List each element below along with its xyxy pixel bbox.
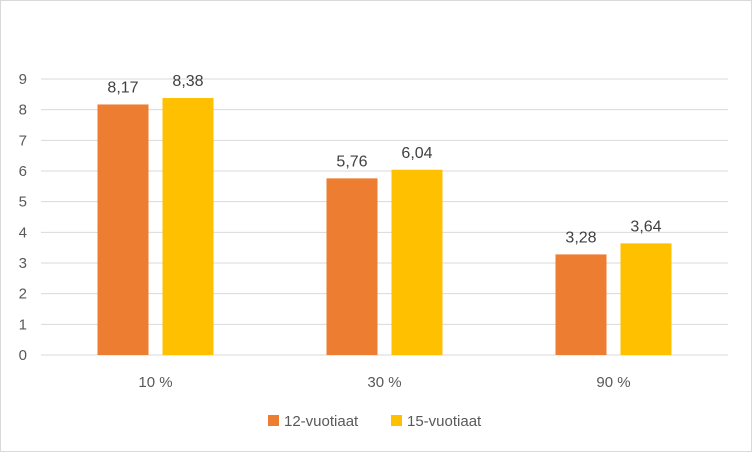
bar-12-vuotiaat-30% [326,178,378,355]
bar-15-vuotiaat-30% [391,169,443,355]
legend: 12-vuotiaat 15-vuotiaat [268,413,482,430]
x-category-label: 90 % [596,374,630,391]
data-label: 5,76 [336,153,367,170]
data-label: 3,28 [565,229,596,246]
y-tick-label: 7 [19,132,27,149]
y-tick-label: 3 [19,255,27,272]
bars [97,98,672,355]
y-tick-label: 9 [19,71,27,88]
x-category-label: 10 % [138,374,172,391]
data-label: 8,38 [172,73,203,90]
data-label: 8,17 [107,79,138,96]
bar-15-vuotiaat-90% [620,243,672,355]
y-tick-label: 4 [19,224,27,241]
legend-swatch [268,415,279,426]
data-label: 3,64 [630,218,661,235]
gridlines [41,78,728,356]
y-axis-tick-labels: 0 1 2 3 4 5 6 7 8 9 [19,71,27,364]
data-labels: 8,17 8,38 5,76 6,04 3,28 3,64 [107,73,661,246]
x-category-label: 30 % [367,374,401,391]
x-axis-category-labels: 10 % 30 % 90 % [138,374,630,391]
legend-label: 15-vuotiaat [407,413,482,430]
legend-swatch [391,415,402,426]
bar-12-vuotiaat-90% [555,254,607,355]
y-tick-label: 6 [19,163,27,180]
y-tick-label: 5 [19,194,27,211]
y-tick-label: 1 [19,316,27,333]
legend-label: 12-vuotiaat [284,413,359,430]
y-tick-label: 2 [19,286,27,303]
y-tick-label: 8 [19,102,27,119]
bar-15-vuotiaat-10% [162,98,214,355]
data-label: 6,04 [401,145,432,162]
y-tick-label: 0 [19,347,27,364]
bar-12-vuotiaat-10% [97,104,149,355]
